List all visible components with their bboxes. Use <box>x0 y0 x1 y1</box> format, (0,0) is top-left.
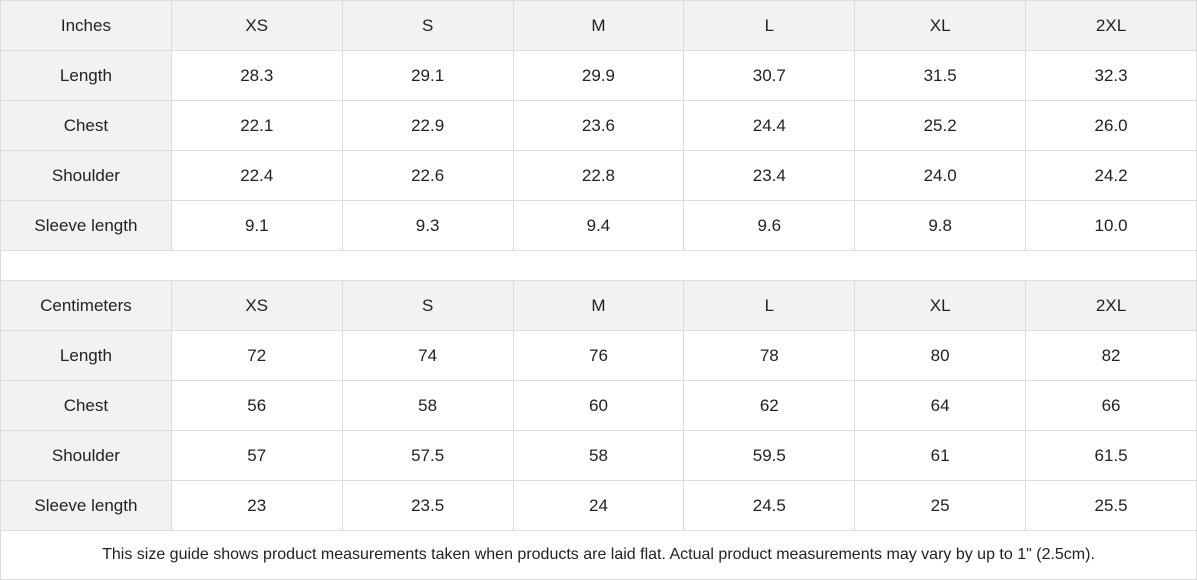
centimeters-measurement-row: Chest 56 58 60 62 64 66 <box>0 380 1197 431</box>
measurement-value: 22.9 <box>341 100 514 151</box>
unit-label: Centimeters <box>0 280 172 331</box>
size-header: L <box>683 280 856 331</box>
measurement-value: 9.6 <box>683 200 856 251</box>
measurement-value: 57.5 <box>341 430 514 481</box>
footnote: This size guide shows product measuremen… <box>0 530 1197 580</box>
inches-header-row: Inches XS S M L XL 2XL <box>0 0 1197 51</box>
measurement-value: 24.4 <box>683 100 856 151</box>
measurement-value: 24 <box>512 480 685 531</box>
measurement-value: 22.1 <box>170 100 343 151</box>
measurement-value: 58 <box>512 430 685 481</box>
size-header: S <box>341 280 514 331</box>
spacer-cell <box>0 250 1197 281</box>
size-header: 2XL <box>1025 280 1197 331</box>
measurement-value: 9.4 <box>512 200 685 251</box>
inches-measurement-row: Sleeve length 9.1 9.3 9.4 9.6 9.8 10.0 <box>0 200 1197 251</box>
measurement-value: 58 <box>341 380 514 431</box>
measurement-value: 60 <box>512 380 685 431</box>
measurement-value: 9.1 <box>170 200 343 251</box>
centimeters-measurement-row: Shoulder 57 57.5 58 59.5 61 61.5 <box>0 430 1197 481</box>
size-header: XL <box>854 0 1027 51</box>
measurement-value: 66 <box>1025 380 1197 431</box>
measurement-value: 10.0 <box>1025 200 1197 251</box>
measurement-value: 9.3 <box>341 200 514 251</box>
measurement-value: 62 <box>683 380 856 431</box>
measurement-value: 23.4 <box>683 150 856 201</box>
table-spacer <box>0 250 1197 281</box>
measurement-value: 9.8 <box>854 200 1027 251</box>
size-header: M <box>512 280 685 331</box>
measurement-value: 61 <box>854 430 1027 481</box>
measurement-label: Chest <box>0 380 172 431</box>
measurement-value: 76 <box>512 330 685 381</box>
measurement-value: 23.6 <box>512 100 685 151</box>
measurement-label: Sleeve length <box>0 480 172 531</box>
measurement-value: 28.3 <box>170 50 343 101</box>
centimeters-header-row: Centimeters XS S M L XL 2XL <box>0 280 1197 331</box>
inches-measurement-row: Shoulder 22.4 22.6 22.8 23.4 24.0 24.2 <box>0 150 1197 201</box>
unit-label: Inches <box>0 0 172 51</box>
centimeters-measurement-row: Length 72 74 76 78 80 82 <box>0 330 1197 381</box>
centimeters-measurement-row: Sleeve length 23 23.5 24 24.5 25 25.5 <box>0 480 1197 531</box>
size-header: XL <box>854 280 1027 331</box>
measurement-value: 30.7 <box>683 50 856 101</box>
measurement-value: 32.3 <box>1025 50 1197 101</box>
inches-measurement-row: Chest 22.1 22.9 23.6 24.4 25.2 26.0 <box>0 100 1197 151</box>
measurement-value: 56 <box>170 380 343 431</box>
size-header: L <box>683 0 856 51</box>
measurement-value: 29.9 <box>512 50 685 101</box>
measurement-value: 29.1 <box>341 50 514 101</box>
measurement-value: 57 <box>170 430 343 481</box>
measurement-label: Shoulder <box>0 430 172 481</box>
measurement-value: 61.5 <box>1025 430 1197 481</box>
measurement-value: 24.2 <box>1025 150 1197 201</box>
measurement-value: 24.0 <box>854 150 1027 201</box>
measurement-value: 25.2 <box>854 100 1027 151</box>
measurement-value: 80 <box>854 330 1027 381</box>
measurement-value: 24.5 <box>683 480 856 531</box>
measurement-value: 22.6 <box>341 150 514 201</box>
measurement-value: 31.5 <box>854 50 1027 101</box>
measurement-label: Chest <box>0 100 172 151</box>
measurement-value: 72 <box>170 330 343 381</box>
measurement-value: 78 <box>683 330 856 381</box>
size-header: S <box>341 0 514 51</box>
measurement-value: 64 <box>854 380 1027 431</box>
measurement-value: 25.5 <box>1025 480 1197 531</box>
measurement-label: Length <box>0 50 172 101</box>
measurement-label: Sleeve length <box>0 200 172 251</box>
size-header: XS <box>170 0 343 51</box>
measurement-label: Length <box>0 330 172 381</box>
size-header: XS <box>170 280 343 331</box>
measurement-label: Shoulder <box>0 150 172 201</box>
size-header: 2XL <box>1025 0 1197 51</box>
measurement-value: 22.4 <box>170 150 343 201</box>
size-header: M <box>512 0 685 51</box>
measurement-value: 23.5 <box>341 480 514 531</box>
inches-measurement-row: Length 28.3 29.1 29.9 30.7 31.5 32.3 <box>0 50 1197 101</box>
measurement-value: 25 <box>854 480 1027 531</box>
measurement-value: 22.8 <box>512 150 685 201</box>
measurement-value: 74 <box>341 330 514 381</box>
measurement-value: 59.5 <box>683 430 856 481</box>
footnote-row: This size guide shows product measuremen… <box>0 530 1197 580</box>
measurement-value: 23 <box>170 480 343 531</box>
measurement-value: 26.0 <box>1025 100 1197 151</box>
measurement-value: 82 <box>1025 330 1197 381</box>
